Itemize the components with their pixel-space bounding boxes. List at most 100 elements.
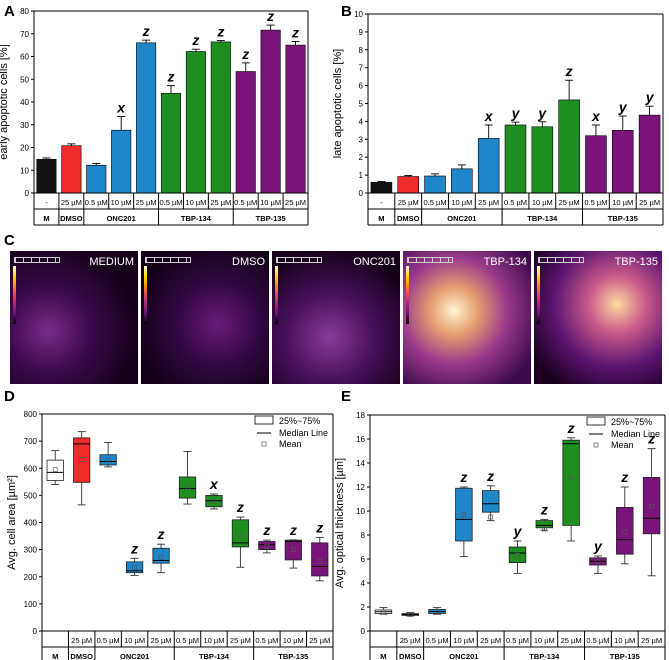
box	[563, 440, 580, 525]
x-group-label: TBP-135	[278, 652, 308, 660]
y-axis-label: Avg. cell area [µm²]	[6, 475, 18, 570]
panel-letter: B	[341, 3, 352, 20]
micrograph-label: TBP-135	[615, 256, 658, 268]
x-category-label: 10 µM	[453, 636, 474, 645]
legend-label: Mean	[611, 440, 634, 450]
y-tick-label: 60	[20, 53, 29, 62]
bar	[211, 42, 230, 193]
panel-a: A 0 10 20 30 40 50 60 70 80 early apoptotic cells …	[0, 3, 308, 225]
panel-c-microscopy: MEDIUM DMSO ONC201 TBP-134 TBP-135	[10, 251, 662, 384]
y-tick-label: 20	[20, 144, 29, 153]
x-category-label: 25 µM	[136, 198, 157, 207]
scale-bar	[14, 257, 60, 263]
y-tick-label: 1	[359, 171, 364, 180]
significance-label: y	[618, 99, 628, 115]
scale-bar	[538, 257, 584, 263]
x-category-label: 25 µM	[398, 198, 419, 207]
x-category-label: 0.5 µM	[176, 636, 199, 645]
y-tick-label: 80	[20, 7, 29, 16]
significance-label: z	[291, 24, 299, 40]
x-category-label: 10 µM	[614, 636, 635, 645]
significance-label: y	[513, 523, 523, 539]
x-group-label: DMSO	[70, 652, 93, 660]
x-category-label: 10 µM	[260, 198, 281, 207]
x-category-label: 0.5 µM	[255, 636, 278, 645]
bar	[261, 30, 280, 193]
significance-label: x	[591, 108, 601, 124]
box	[482, 491, 499, 513]
y-tick-label: 9	[359, 28, 364, 37]
box	[643, 477, 660, 533]
y-tick-label: 300	[24, 546, 38, 555]
significance-label: z	[289, 522, 297, 538]
x-category-label: 25 µM	[71, 636, 92, 645]
micrograph-label: MEDIUM	[89, 256, 134, 268]
significance-label: y	[537, 105, 547, 121]
x-group-label: TBP-134	[199, 652, 230, 660]
bar	[111, 130, 130, 193]
legend-mean-swatch	[594, 443, 598, 447]
bar	[161, 93, 180, 193]
bar	[478, 138, 499, 193]
bar	[87, 165, 106, 193]
y-tick-label: 7	[359, 64, 364, 73]
box	[47, 460, 63, 480]
significance-label: z	[157, 526, 165, 542]
scale-bar	[407, 257, 453, 263]
panel-letter-c: C	[4, 232, 15, 249]
x-category-label: 25 µM	[151, 636, 172, 645]
x-group-label: ONC201	[447, 214, 476, 223]
box	[179, 477, 195, 498]
micrograph-medium: MEDIUM	[10, 251, 138, 384]
significance-label: y	[511, 105, 521, 121]
x-category-label: 25 µM	[61, 198, 82, 207]
y-axis-label: late apoptotic cells [%]	[332, 49, 344, 158]
significance-label: z	[459, 469, 467, 485]
bar	[236, 72, 255, 193]
micrograph-tbp134: TBP-134	[403, 251, 531, 384]
y-tick-label: 200	[24, 573, 38, 582]
x-category-label: 10 µM	[283, 636, 304, 645]
bar	[612, 130, 633, 193]
x-category-label: 0.5 µM	[586, 636, 609, 645]
panel-d: D0100200300400500600700800Avg. cell area…	[4, 388, 333, 660]
x-category-label: 10 µM	[534, 636, 555, 645]
x-category-label: 10 µM	[612, 198, 633, 207]
x-category-label: -	[380, 198, 383, 207]
y-tick-label: 14	[356, 459, 365, 468]
y-tick-label: 10	[354, 10, 363, 19]
y-tick-label: 16	[356, 435, 365, 444]
x-category-label: 25 µM	[400, 636, 421, 645]
x-category-label: 10 µM	[185, 198, 206, 207]
significance-label: x	[209, 476, 219, 492]
scale-bar	[145, 257, 191, 263]
x-category-label: 0.5 µM	[159, 198, 182, 207]
bar	[37, 159, 56, 193]
x-category-label: 25 µM	[230, 636, 251, 645]
y-tick-label: 4	[359, 117, 364, 126]
bar	[451, 169, 472, 193]
legend-label: 25%~75%	[611, 417, 652, 427]
scale-bar	[276, 257, 322, 263]
legend-box-swatch	[255, 416, 273, 424]
y-tick-label: 10	[356, 507, 365, 516]
significance-label: x	[116, 100, 126, 116]
legend-mean-swatch	[262, 442, 266, 446]
y-tick-label: 600	[24, 464, 38, 473]
y-tick-label: 100	[24, 600, 38, 609]
color-scale	[13, 266, 16, 324]
box	[509, 547, 526, 563]
x-category-label: 0.5 µM	[97, 636, 120, 645]
x-category-label: 0.5 µM	[504, 198, 527, 207]
x-category-label: 10 µM	[203, 636, 224, 645]
color-scale	[406, 266, 409, 324]
legend-box-swatch	[587, 417, 605, 425]
x-category-label: 25 µM	[639, 198, 660, 207]
bar	[585, 136, 606, 193]
box	[285, 540, 301, 560]
box	[616, 507, 633, 554]
x-category-label: 25 µM	[210, 198, 231, 207]
x-category-label: 25 µM	[559, 198, 580, 207]
panel-b: B012345678910late apoptotic cells [%] x y y…	[332, 3, 663, 225]
significance-label: z	[565, 63, 573, 79]
